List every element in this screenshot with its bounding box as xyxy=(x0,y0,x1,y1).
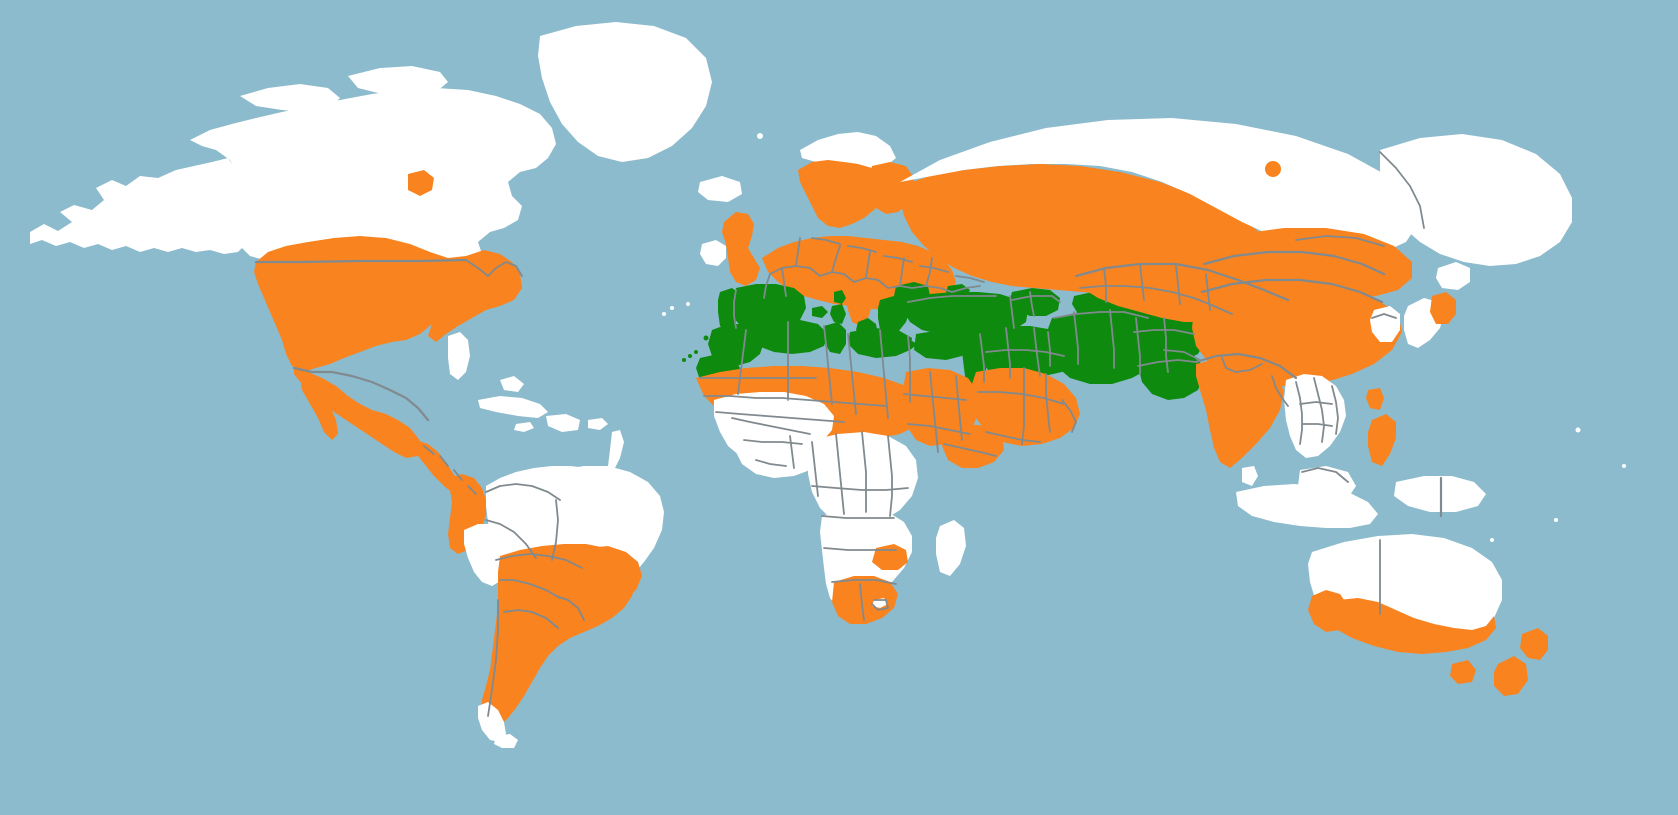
island-pacific-2 xyxy=(1622,464,1626,468)
region-horn-of-africa xyxy=(942,424,1004,468)
border-east-africa xyxy=(903,371,997,457)
marker-arctic-island-orange xyxy=(408,170,434,196)
country-brazil-southeast xyxy=(582,546,642,606)
country-chile-southern-tip xyxy=(478,702,506,742)
country-spain xyxy=(734,284,806,332)
island-corsica xyxy=(834,290,846,304)
landmass-victoria-island xyxy=(306,112,372,142)
country-greece xyxy=(878,296,910,336)
border-central-asia xyxy=(1079,263,1233,315)
country-south-africa xyxy=(832,576,898,624)
border-russia-kazakhstan xyxy=(1074,262,1290,302)
region-guinea-coast xyxy=(736,436,816,478)
landmass-baffin-island xyxy=(420,96,514,148)
region-australia-south-orange xyxy=(1320,598,1496,654)
country-turkey xyxy=(904,292,1028,336)
border-usa-mexico xyxy=(292,366,430,422)
border-mongolia-china xyxy=(1200,250,1386,304)
country-india xyxy=(1196,358,1284,468)
landmass-arctic-islands-west xyxy=(240,84,340,112)
island-sardinia xyxy=(830,304,846,324)
island-madeira xyxy=(703,335,709,341)
border-china-india xyxy=(1194,352,1298,380)
country-mexico-baja xyxy=(300,376,338,440)
border-south-america xyxy=(485,483,585,717)
island-canary-1 xyxy=(688,354,692,358)
border-central-america xyxy=(423,445,477,495)
island-pacific-4 xyxy=(1490,538,1494,542)
island-lesser-antilles xyxy=(608,430,624,470)
island-sri-lanka xyxy=(1242,466,1258,486)
island-svalbard xyxy=(757,133,763,139)
island-madagascar xyxy=(936,520,966,576)
border-great-lakes xyxy=(465,259,523,277)
landmass-greenland xyxy=(538,22,712,162)
island-taiwan xyxy=(1366,388,1384,410)
country-libya-north xyxy=(848,328,912,358)
border-sub-saharan-africa xyxy=(731,417,909,621)
island-pacific-3 xyxy=(1554,518,1558,522)
national-borders-layer xyxy=(254,151,1425,717)
region-caucasus xyxy=(1010,288,1060,316)
border-indonesia xyxy=(1301,467,1349,483)
island-pacific-1 xyxy=(1575,427,1581,433)
country-algeria-north xyxy=(750,320,828,354)
country-italy-north xyxy=(846,288,872,326)
island-canary-3 xyxy=(694,350,698,354)
island-cuba xyxy=(478,396,548,418)
border-middle-east xyxy=(979,309,1201,383)
border-europe-west xyxy=(763,237,985,299)
island-balearics xyxy=(812,306,828,318)
border-arabia xyxy=(977,367,1077,445)
island-azores-3 xyxy=(686,302,690,306)
country-philippines xyxy=(1368,414,1396,466)
region-arabian-peninsula xyxy=(972,368,1080,446)
island-specks-layer xyxy=(662,133,1626,542)
country-new-zealand-north xyxy=(1520,628,1548,660)
border-siberia-east xyxy=(1295,151,1425,247)
landmass-arctic-islands-mid xyxy=(348,66,448,96)
country-new-zealand-south xyxy=(1494,656,1528,696)
country-ireland xyxy=(700,240,726,266)
island-hokkaido xyxy=(1436,262,1470,290)
island-tasmania xyxy=(1450,660,1476,684)
island-azores-2 xyxy=(662,312,666,316)
country-tierra-del-fuego xyxy=(494,734,518,748)
border-usa-canada xyxy=(254,258,468,264)
island-bahamas xyxy=(500,376,524,392)
country-united-states-florida xyxy=(448,332,470,380)
landmass-alaska xyxy=(30,158,252,254)
island-puerto-rico xyxy=(588,418,608,430)
border-portugal-spain xyxy=(733,289,737,329)
island-jamaica xyxy=(514,422,534,432)
island-hispaniola xyxy=(546,414,580,432)
border-north-africa xyxy=(699,321,911,423)
island-borneo xyxy=(1298,466,1356,502)
region-kamchatka xyxy=(1518,194,1556,258)
country-tunisia xyxy=(824,322,846,354)
border-korea xyxy=(1371,313,1397,319)
island-canary-2 xyxy=(682,358,686,362)
border-southeast-asia xyxy=(1295,377,1339,445)
country-united-states xyxy=(254,236,516,372)
country-mexico xyxy=(294,366,424,458)
border-turkey-caucasus xyxy=(907,291,1061,329)
country-egypt-north xyxy=(914,330,968,360)
region-russia-north xyxy=(900,118,1418,254)
region-scandinavia-north xyxy=(800,132,896,168)
landmass-iceland xyxy=(698,176,742,202)
country-united-states-east xyxy=(428,250,522,342)
border-india-neighbors xyxy=(1221,357,1289,407)
siberia-point-marker xyxy=(1265,161,1281,177)
region-australia-southwest-orange xyxy=(1308,590,1348,632)
island-azores-1 xyxy=(670,306,674,310)
country-japan-east-orange xyxy=(1430,292,1456,324)
country-norway-sweden xyxy=(798,160,886,228)
country-united-kingdom xyxy=(722,212,760,286)
region-korea xyxy=(1370,306,1400,342)
